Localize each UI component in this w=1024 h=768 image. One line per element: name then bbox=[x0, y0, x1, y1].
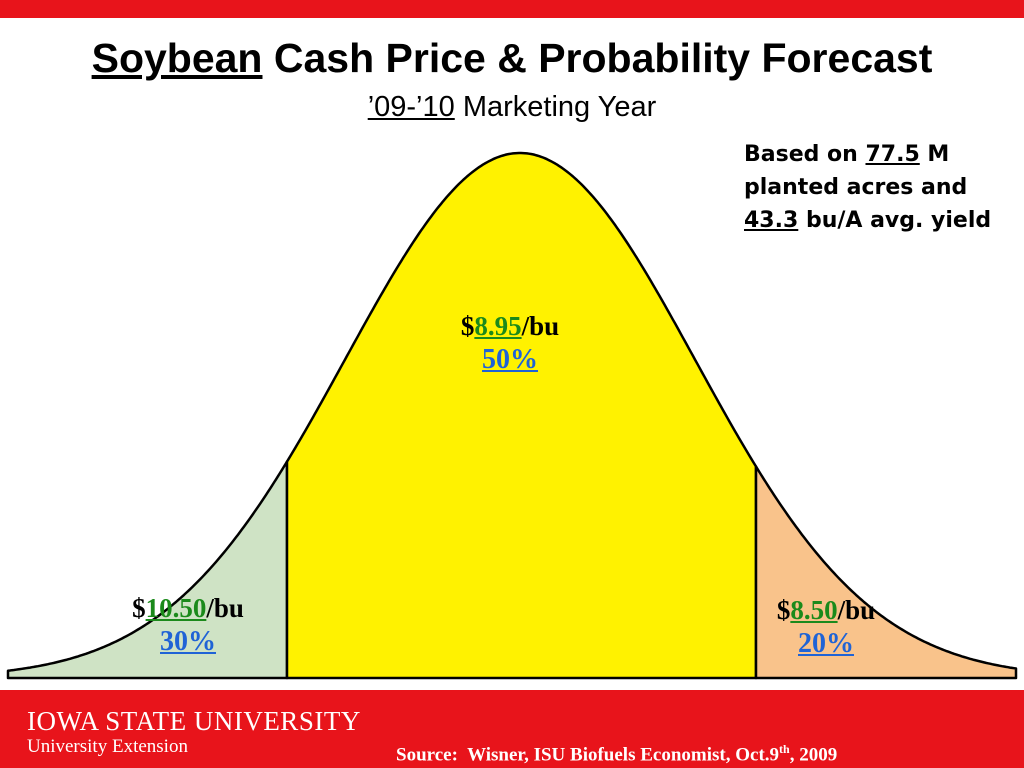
region-right-price: $8.50/bu bbox=[776, 595, 876, 625]
note-acres: 77.5 bbox=[865, 142, 920, 167]
note-part1: Based on bbox=[744, 142, 866, 167]
region-center-price-value: 8.95 bbox=[474, 311, 522, 341]
title-commodity: Soybean bbox=[91, 35, 263, 81]
note-yield: 43.3 bbox=[744, 208, 799, 233]
assumption-note: Based on 77.5 M planted acres and 43.3 b… bbox=[744, 138, 1004, 237]
top-red-bar bbox=[0, 0, 1024, 18]
note-part2: M planted acres and bbox=[744, 142, 975, 200]
region-center-label: $8.95/bu 50% bbox=[420, 310, 600, 378]
region-right-probability: 20% bbox=[798, 628, 854, 659]
subtitle-rest: Marketing Year bbox=[454, 91, 657, 123]
note-part3: bu/A avg. yield bbox=[798, 208, 992, 233]
region-right-area bbox=[754, 465, 1018, 680]
source-citation: Source: Wisner, ISU Biofuels Economist, … bbox=[396, 742, 838, 766]
region-left-area bbox=[6, 460, 289, 680]
subtitle-years: ’09-’10 bbox=[367, 91, 455, 123]
university-logo-text: IOWA STATE UNIVERSITY bbox=[27, 706, 361, 736]
region-left-probability: 30% bbox=[160, 626, 216, 657]
region-center-price: $8.95/bu bbox=[460, 311, 560, 341]
region-center-area bbox=[285, 151, 758, 680]
slide-subtitle: ’09-’10 Marketing Year bbox=[0, 90, 1024, 124]
footer-bar bbox=[0, 690, 1024, 768]
region-right-price-value: 8.50 bbox=[790, 595, 838, 625]
region-left-price-value: 10.50 bbox=[145, 593, 207, 623]
region-left-price: $10.50/bu bbox=[132, 593, 244, 623]
region-right-label: $8.50/bu 20% bbox=[738, 594, 914, 662]
region-left-label: $10.50/bu 30% bbox=[98, 592, 278, 660]
slide-title: Soybean Cash Price & Probability Forecas… bbox=[0, 34, 1024, 82]
title-rest: Cash Price & Probability Forecast bbox=[262, 35, 933, 81]
extension-text: University Extension bbox=[27, 736, 188, 757]
region-center-probability: 50% bbox=[482, 344, 538, 375]
